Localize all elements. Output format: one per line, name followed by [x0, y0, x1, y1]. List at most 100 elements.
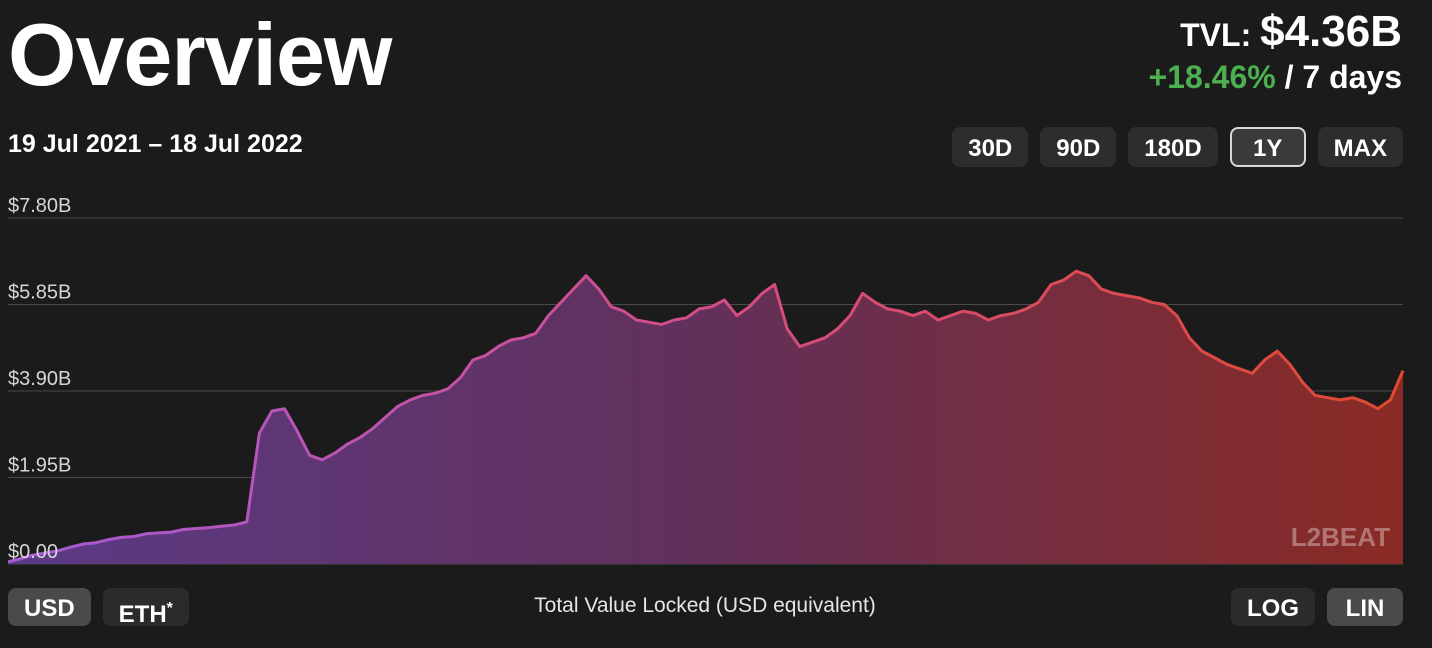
data-point: [208, 527, 210, 529]
data-point: [874, 302, 876, 304]
data-point: [1113, 293, 1115, 295]
data-point: [321, 459, 323, 461]
data-point: [912, 315, 914, 317]
data-point: [384, 417, 386, 419]
tvl-chart: $0.00 $1.95B $3.90B $5.85B $7.80B L2BEAT: [7, 195, 1405, 565]
usd-button[interactable]: USD: [8, 588, 91, 626]
data-point: [83, 543, 85, 545]
data-point: [673, 319, 675, 321]
data-point: [145, 533, 147, 535]
data-point: [686, 317, 688, 319]
data-point: [409, 399, 411, 401]
data-point: [108, 539, 110, 541]
data-point: [1239, 368, 1241, 370]
date-range: 19 Jul 2021 – 18 Jul 2022: [8, 130, 303, 158]
data-point: [196, 528, 198, 530]
range-30d-button[interactable]: 30D: [952, 127, 1029, 167]
tvl-change-period: / 7 days: [1284, 59, 1402, 95]
data-point: [1101, 288, 1103, 290]
y-axis-labels: $0.00 $1.95B $3.90B $5.85B $7.80B: [8, 195, 71, 563]
data-point: [221, 526, 223, 528]
data-point: [1050, 284, 1052, 286]
data-point: [988, 319, 990, 321]
data-point: [661, 324, 663, 326]
data-point: [372, 428, 374, 430]
data-point: [183, 529, 185, 531]
data-point: [1013, 313, 1015, 315]
data-point: [535, 333, 537, 335]
y-tick-label: $1.95B: [8, 455, 71, 477]
data-point: [158, 532, 160, 534]
data-point: [962, 310, 964, 312]
tvl-line: TVL: $4.36B: [1148, 10, 1402, 57]
data-point: [397, 406, 399, 408]
data-point: [460, 377, 462, 379]
data-point: [698, 308, 700, 310]
eth-button-label: ETH: [118, 601, 167, 628]
data-point: [799, 346, 801, 348]
data-point: [259, 432, 261, 434]
data-point: [1390, 399, 1392, 401]
range-90d-button[interactable]: 90D: [1040, 127, 1117, 167]
data-point: [749, 306, 751, 308]
data-point: [171, 531, 173, 533]
data-point: [497, 346, 499, 348]
data-point: [435, 392, 437, 394]
data-point: [1302, 381, 1304, 383]
data-point: [1214, 357, 1216, 359]
data-point: [309, 455, 311, 457]
range-max-button[interactable]: MAX: [1317, 127, 1403, 167]
data-point: [284, 408, 286, 410]
data-point: [1201, 350, 1203, 352]
data-point: [1226, 364, 1228, 366]
tvl-change: +18.46% / 7 days: [1148, 57, 1402, 97]
data-point: [510, 339, 512, 341]
chart-caption: Total Value Locked (USD equivalent): [534, 594, 876, 617]
tvl-line-series: [7, 269, 1405, 564]
data-point: [1314, 395, 1316, 397]
data-point: [1025, 308, 1027, 310]
range-180d-button[interactable]: 180D: [1128, 127, 1218, 167]
lin-scale-button[interactable]: LIN: [1327, 588, 1403, 626]
tvl-summary: TVL: $4.36B +18.46% / 7 days: [1148, 10, 1402, 97]
data-point: [573, 288, 575, 290]
data-point: [862, 293, 864, 295]
data-point: [1063, 279, 1065, 281]
data-point: [648, 321, 650, 323]
data-point: [1327, 397, 1329, 399]
range-1y-button[interactable]: 1Y: [1229, 127, 1306, 167]
data-point: [786, 328, 788, 330]
data-point: [774, 284, 776, 286]
data-point: [359, 437, 361, 439]
data-point: [523, 337, 525, 339]
y-tick-label: $0.00: [8, 541, 58, 563]
data-point: [1264, 359, 1266, 361]
eth-button[interactable]: ETH*: [102, 588, 189, 628]
data-point: [824, 337, 826, 339]
data-point: [120, 537, 122, 539]
data-point: [1402, 370, 1404, 372]
data-point: [887, 308, 889, 310]
data-point: [761, 293, 763, 295]
data-point: [1189, 337, 1191, 339]
y-tick-label: $7.80B: [8, 195, 71, 217]
data-point: [560, 302, 562, 304]
data-point: [296, 430, 298, 432]
data-point: [246, 521, 248, 523]
data-point: [1277, 350, 1279, 352]
data-point: [812, 341, 814, 343]
log-scale-button[interactable]: LOG: [1231, 588, 1315, 626]
data-point: [1138, 297, 1140, 299]
data-point: [447, 388, 449, 390]
data-point: [1151, 302, 1153, 304]
y-tick-label: $5.85B: [8, 282, 71, 304]
data-point: [1251, 373, 1253, 375]
data-point: [1352, 397, 1354, 399]
data-point: [347, 443, 349, 445]
data-point: [1075, 270, 1077, 272]
data-point: [636, 319, 638, 321]
data-point: [598, 288, 600, 290]
data-point: [95, 542, 97, 544]
page-title: Overview: [8, 5, 392, 104]
data-point: [133, 536, 135, 538]
